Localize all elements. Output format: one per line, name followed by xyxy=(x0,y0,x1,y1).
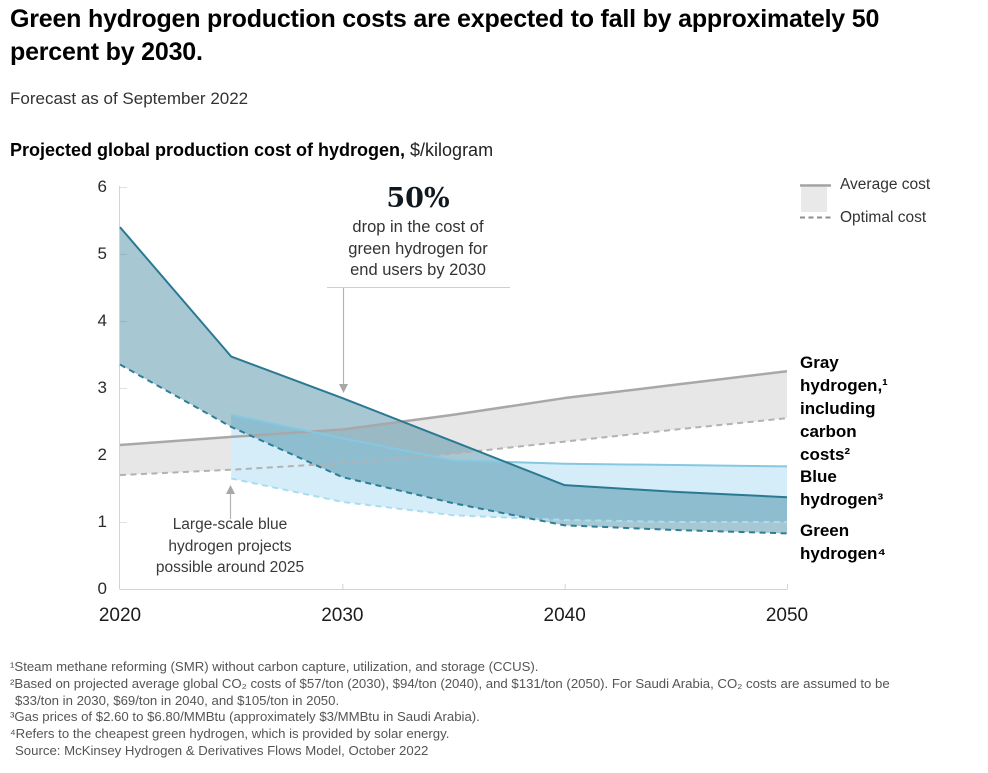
annotation-blue-projects: Large-scale blue hydrogen projects possi… xyxy=(155,516,305,576)
y-axis-label-1: 1 xyxy=(97,512,107,531)
chart-title-text: Projected global production cost of hydr… xyxy=(10,140,406,160)
x-axis-label-2040: 2040 xyxy=(543,605,586,626)
y-axis-label-4: 4 xyxy=(97,311,107,330)
annotation-50-percent: 50% drop in the cost of green hydrogen f… xyxy=(322,183,514,282)
legend-band-swatch xyxy=(801,187,827,212)
x-axis-label-2030: 2030 xyxy=(321,605,364,626)
y-axis-label-6: 6 xyxy=(97,177,107,196)
legend-average-label: Average cost xyxy=(840,176,931,193)
green-hydrogen-band xyxy=(120,227,787,534)
x-axis-label-2050: 2050 xyxy=(765,605,809,626)
footnote-line-4: ³Gas prices of $2.60 to $6.80/MMBtu (app… xyxy=(10,709,480,725)
exhibit-title: Green hydrogen production costs are expe… xyxy=(10,5,880,66)
y-axis-label-3: 3 xyxy=(97,378,107,397)
chart-title: Projected global production cost of hydr… xyxy=(10,140,493,161)
down-arrow-head-icon xyxy=(339,384,348,393)
blue-hydrogen-optimal-line xyxy=(230,477,787,523)
annotation-50-percent-headline: 50% xyxy=(386,183,450,214)
footnote-line-5: ⁴Refers to the cheapest green hydrogen, … xyxy=(10,726,450,742)
blue-hydrogen-average-line xyxy=(230,413,788,468)
green-hydrogen-average-line xyxy=(119,226,788,499)
y-axis-label-2: 2 xyxy=(97,445,107,464)
gray-hydrogen-average-line xyxy=(119,370,788,447)
footnote-line-1: ¹Steam methane reforming (SMR) without c… xyxy=(10,659,539,674)
y-axis-label-0: 0 xyxy=(97,579,107,598)
green-hydrogen-label: Green hydrogen⁴ xyxy=(800,521,886,563)
y-axis-label-5: 5 xyxy=(97,244,107,263)
legend-optimal-label: Optimal cost xyxy=(840,209,927,226)
blue-hydrogen-band xyxy=(231,414,787,522)
footnote-line-3: $33/ton in 2030, $69/ton in 2040, and $1… xyxy=(15,692,340,708)
gray-hydrogen-label: Gray hydrogen,¹ including carbon costs² xyxy=(800,353,888,464)
green-hydrogen-optimal-line xyxy=(119,363,788,535)
forecast-note: Forecast as of September 2022 xyxy=(10,89,249,108)
source-line: Source: McKinsey Hydrogen & Derivatives … xyxy=(15,742,429,758)
annotation-50-percent-body: drop in the cost of green hydrogen for e… xyxy=(348,218,488,279)
x-axis-label-2020: 2020 xyxy=(98,605,142,626)
blue-hydrogen-label: Blue hydrogen³ xyxy=(800,467,884,509)
gray-hydrogen-optimal-line xyxy=(119,417,788,477)
footnote-line-2: ²Based on projected average global CO₂ c… xyxy=(10,675,890,691)
chart-title-unit: $/kilogram xyxy=(410,140,494,160)
up-arrow-head-icon xyxy=(226,485,235,494)
footnotes: ¹Steam methane reforming (SMR) without c… xyxy=(10,659,985,760)
